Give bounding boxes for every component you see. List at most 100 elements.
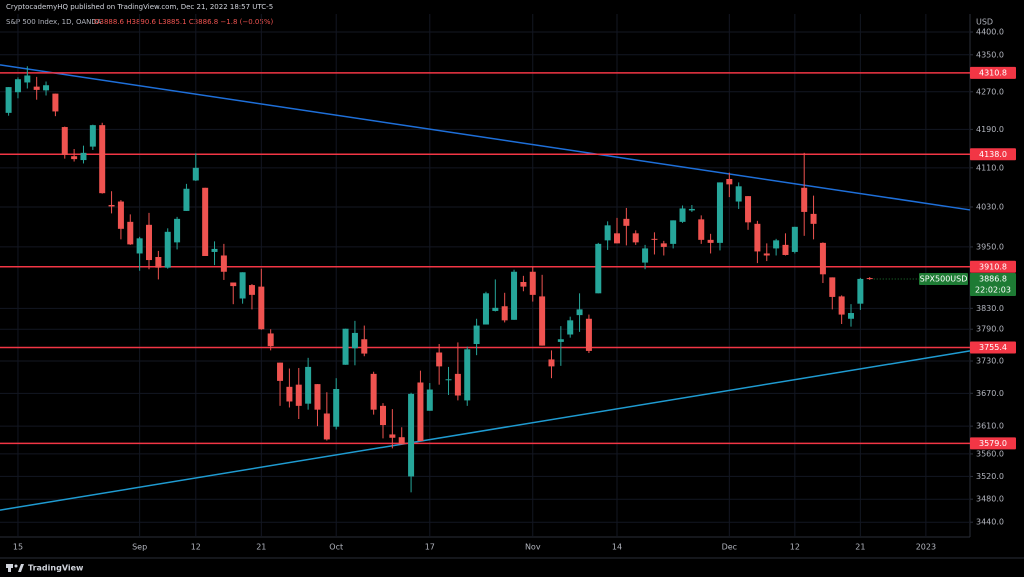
candle-body (286, 386, 293, 402)
candle-body (267, 333, 274, 347)
candle-body (417, 382, 424, 442)
candle-body (501, 306, 508, 321)
x-tick-label: Dec (722, 543, 737, 552)
candle-body (482, 293, 489, 325)
candle-body (164, 231, 171, 268)
candle-body (520, 281, 527, 287)
candle-body (192, 167, 199, 181)
candle-body (117, 201, 124, 229)
symbol-label: SPX500USD (920, 275, 968, 284)
candle-body (389, 434, 396, 438)
candle-body (511, 271, 518, 320)
candle-body (651, 238, 658, 240)
candle-body (735, 186, 742, 202)
y-tick-label: 3670.0 (976, 389, 1004, 398)
candle-body (829, 277, 836, 297)
level-label-box (970, 260, 1016, 273)
candle-body (14, 79, 21, 93)
candle-body (305, 366, 312, 404)
candle-body (333, 388, 340, 427)
level-label: 3579.0 (979, 439, 1007, 448)
y-tick-label: 4030.0 (976, 202, 1004, 211)
candle-body (539, 296, 546, 346)
x-tick-label: 12 (191, 543, 201, 552)
y-tick-label: 3520.0 (976, 472, 1004, 481)
x-tick-label: 15 (13, 543, 23, 552)
y-tick-label: 3610.0 (976, 422, 1004, 431)
candle-body (660, 243, 667, 247)
candle-body (202, 187, 209, 256)
candle-body (698, 219, 705, 240)
candle-body (801, 187, 808, 212)
candle-body (445, 379, 452, 381)
candle-body (557, 339, 564, 342)
candle-body (567, 320, 574, 335)
candle-body (632, 233, 639, 243)
candle-body (585, 318, 592, 351)
y-tick-label: 4350.0 (976, 50, 1004, 59)
candle-body (277, 362, 284, 381)
candle-body (754, 223, 761, 252)
x-tick-label: 2023 (916, 543, 936, 552)
candle-body (857, 278, 864, 304)
trendline (0, 350, 971, 511)
candle-body (33, 86, 40, 90)
y-tick-label: 3730.0 (976, 357, 1004, 366)
x-tick-label: 17 (425, 543, 435, 552)
logo-part (18, 564, 24, 572)
y-tick-label: 3440.0 (976, 518, 1004, 527)
candle-body (763, 253, 770, 256)
candle-body (398, 437, 405, 445)
x-tick-label: Sep (132, 543, 147, 552)
trendline (0, 64, 971, 211)
countdown-label: 22:02:03 (975, 286, 1011, 295)
candle-body (146, 224, 152, 261)
candle-body (773, 240, 780, 249)
candle-body (408, 393, 415, 477)
candle-body (174, 218, 181, 243)
candle-body (595, 243, 602, 294)
candle-body (61, 127, 68, 155)
last-price-label: 3886.8 (979, 275, 1007, 284)
candle-body (604, 225, 611, 241)
candle-body (848, 313, 854, 319)
candle-body (89, 125, 96, 147)
candle-body (239, 272, 246, 299)
y-tick-label: 3950.0 (976, 242, 1004, 251)
candle-body (43, 85, 50, 91)
candle-body (623, 218, 630, 226)
candle-body (838, 296, 845, 315)
footer-brand: TradingView (28, 564, 84, 573)
x-tick-label: 21 (256, 543, 266, 552)
level-label-box (970, 66, 1016, 79)
candle-body (464, 349, 471, 401)
candle-body (866, 278, 873, 280)
candle-body (819, 242, 826, 275)
candle-body (258, 286, 265, 330)
candle-body (473, 325, 480, 345)
level-label-box (970, 341, 1016, 354)
y-tick-label: 3480.0 (976, 495, 1004, 504)
x-tick-label: 21 (855, 543, 865, 552)
candle-body (24, 75, 31, 83)
candle-body (314, 384, 321, 410)
chart-title: S&P 500 Index, 1D, OANDA (6, 18, 102, 26)
y-tick-label: 4270.0 (976, 87, 1004, 96)
y-tick-label: 3830.0 (976, 304, 1004, 313)
candle-body (454, 373, 461, 396)
candle-body (71, 156, 78, 160)
candle-body (492, 307, 499, 311)
candle-body (810, 213, 817, 224)
candle-body (791, 226, 798, 252)
candle-body (155, 257, 162, 268)
candle-body (248, 285, 255, 295)
candle-body (361, 339, 368, 354)
candle-body (136, 238, 143, 254)
candle-body (548, 359, 555, 367)
candle-body (642, 248, 649, 263)
y-tick-label: 4400.0 (976, 28, 1004, 37)
last-price-box (970, 273, 1016, 297)
